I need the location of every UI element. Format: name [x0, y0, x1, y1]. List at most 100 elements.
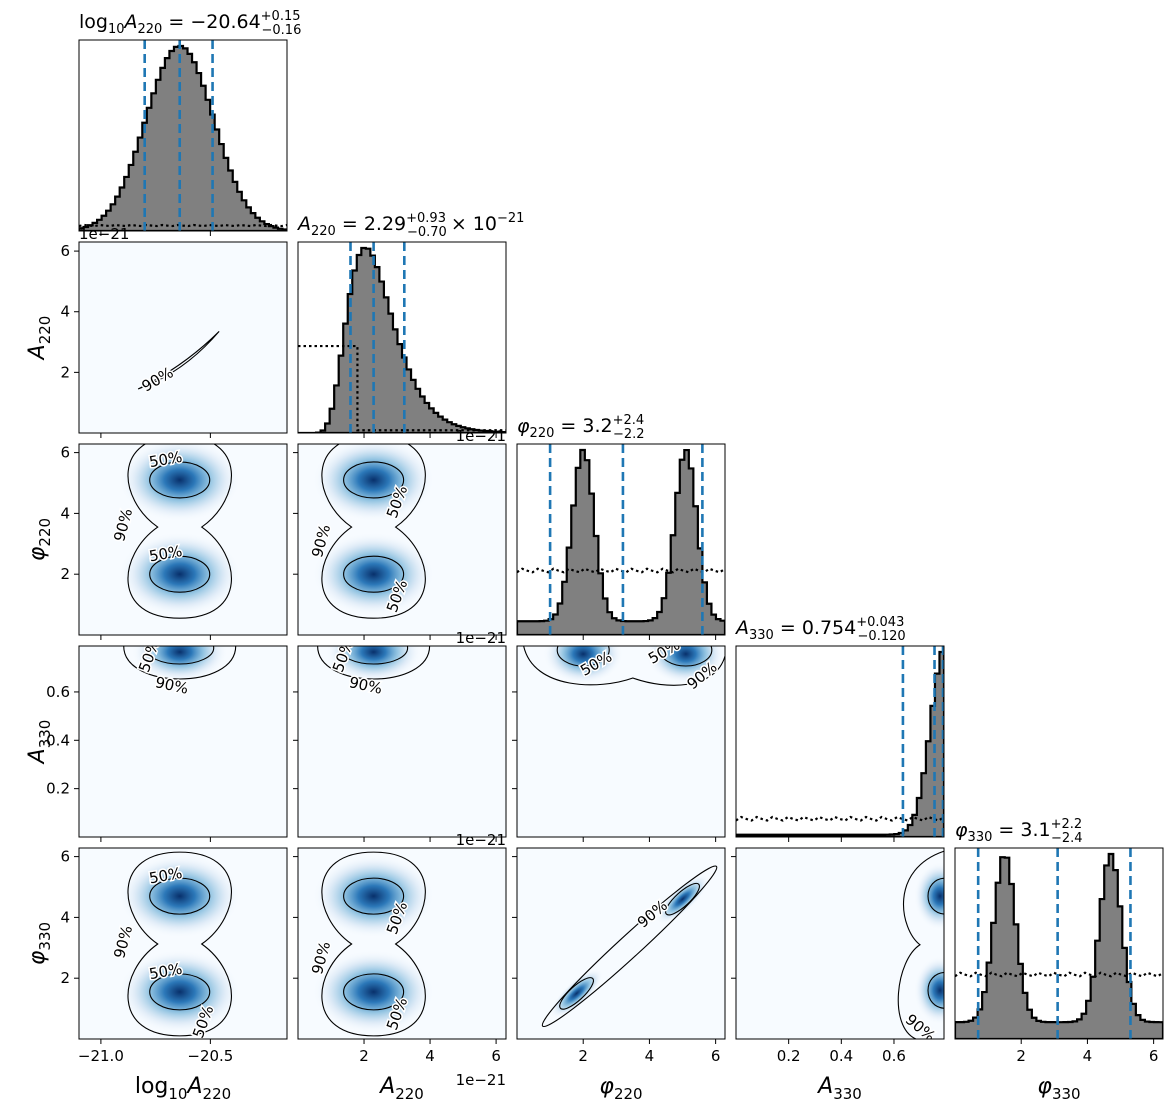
contour-90	[123, 646, 237, 680]
x-offset-text-A220-hidden: 1e−21	[456, 831, 506, 849]
x-offset-text-A220-hidden: 1e−21	[456, 629, 506, 647]
density-background	[79, 242, 287, 433]
panel-frame	[78, 645, 288, 838]
y-tick-label: 6	[60, 848, 70, 866]
y-offset-text-A220: 1e−21	[79, 225, 129, 243]
y-tick-label: 0.6	[46, 683, 70, 701]
density-blob	[118, 854, 241, 938]
x-tick-label: 4	[425, 1047, 435, 1065]
marginal-panel-log10A220	[79, 40, 287, 231]
y-tick-label: 2	[60, 363, 70, 381]
joint-panel-A330-vs-A220: 90%50%	[298, 646, 506, 837]
prior-log10A220	[79, 223, 287, 228]
panel-frame	[78, 39, 288, 232]
x-tick-label: 0.6	[882, 1047, 906, 1065]
panel-frame	[735, 645, 945, 838]
contour-90	[523, 646, 725, 686]
y-tick-label: 4	[60, 303, 70, 321]
density-blob	[656, 874, 709, 924]
y-axis-label-phi330: φ330	[25, 922, 54, 965]
x-axis-label-log10A220: log10A220	[135, 1074, 231, 1103]
contour-50	[665, 882, 700, 916]
density-background	[517, 848, 725, 1039]
density-blob	[645, 646, 725, 684]
y-tick-label: 0.4	[46, 731, 70, 749]
contour-90	[127, 444, 232, 619]
x-tick-label: 0.2	[777, 1047, 801, 1065]
density-blob	[550, 968, 603, 1019]
density-blob	[914, 862, 944, 931]
contour-90	[897, 850, 944, 1039]
density-blob	[312, 854, 435, 938]
density-blob	[914, 956, 944, 1025]
marginal-title-phi220: φ220 = 3.2+2.4 −2.2	[517, 413, 645, 442]
contour-90	[127, 851, 232, 1037]
contour-50	[927, 972, 944, 1009]
marginal-title-A330: A330 = 0.754+0.043 −0.120	[734, 615, 906, 644]
density-blob	[118, 950, 241, 1034]
x-offset-text-A220: 1e−21	[456, 1071, 506, 1089]
panel-frame	[516, 443, 726, 636]
joint-panel-phi330-vs-A330: 90%	[736, 848, 944, 1039]
contour-50	[343, 461, 405, 499]
y-axis-label-A330: A330	[25, 720, 54, 766]
marginal-panel-phi220	[517, 444, 725, 635]
density-blob	[312, 532, 435, 617]
y-tick-label: 6	[60, 242, 70, 260]
contour-90	[317, 646, 431, 680]
prior-A220	[298, 344, 506, 432]
contour-50	[149, 973, 211, 1011]
x-offset-text-A220-hidden: 1e−21	[456, 427, 506, 445]
x-tick-label: 4	[1083, 1047, 1093, 1065]
prior-phi220	[517, 567, 725, 574]
y-tick-label: 0.2	[46, 780, 70, 798]
marginal-panel-phi330	[955, 848, 1163, 1039]
y-axis-label-A220: A220	[25, 316, 54, 362]
joint-panel-phi330-vs-A220: 50%50%90%	[298, 848, 506, 1039]
x-tick-label: 2	[359, 1047, 369, 1065]
contour-90	[137, 331, 220, 390]
panel-frame	[297, 645, 507, 838]
x-tick-label: −21.0	[78, 1047, 124, 1065]
contour-50	[145, 646, 215, 665]
x-tick-label: −20.5	[187, 1047, 233, 1065]
joint-panel-A330-vs-log10A220: 90%50%	[79, 646, 287, 837]
joint-panel-A330-vs-phi220: 50% 50%90%	[517, 646, 725, 837]
density-blob	[118, 444, 241, 522]
joint-panel-A220-vs-log10A220: 90%	[79, 242, 287, 433]
x-axis-label-phi330: φ330	[1037, 1074, 1080, 1103]
x-axis-label-A330: A330	[816, 1074, 862, 1103]
y-tick-label: 4	[60, 908, 70, 926]
y-tick-label: 2	[60, 565, 70, 583]
y-tick-label: 2	[60, 969, 70, 987]
y-tick-label: 4	[60, 504, 70, 522]
marginal-panel-A220	[298, 242, 506, 433]
marginal-title-A220: A220 = 2.29+0.93 −0.70 × 10−21	[296, 211, 524, 240]
histogram-A330	[736, 650, 944, 837]
x-tick-label: 6	[491, 1047, 501, 1065]
panel-frame	[516, 645, 726, 838]
histogram-phi220	[517, 448, 725, 635]
contour-50	[343, 973, 405, 1011]
joint-panel-phi220-vs-A220: 50%50%90%	[298, 444, 506, 635]
histogram-log10A220	[79, 44, 287, 231]
x-tick-label: 6	[711, 1047, 721, 1065]
contour-50	[343, 555, 405, 593]
x-tick-label: 4	[645, 1047, 655, 1065]
contour-50	[149, 555, 211, 593]
y-axis-label-phi220: φ220	[25, 518, 54, 561]
contour-50	[559, 977, 595, 1010]
contour-50	[927, 877, 944, 915]
y-tick-label: 6	[60, 444, 70, 462]
panel-frame	[954, 847, 1164, 1040]
contour-50	[149, 461, 211, 499]
contour-90	[321, 444, 426, 619]
joint-panel-phi220-vs-log10A220: 50%50%90%	[79, 444, 287, 635]
density-blob	[312, 444, 435, 522]
density-background	[298, 646, 506, 837]
panel-frame	[78, 241, 288, 434]
x-tick-label: 2	[1016, 1047, 1026, 1065]
panel-frame	[735, 847, 945, 1040]
histogram-phi330	[955, 852, 1163, 1039]
